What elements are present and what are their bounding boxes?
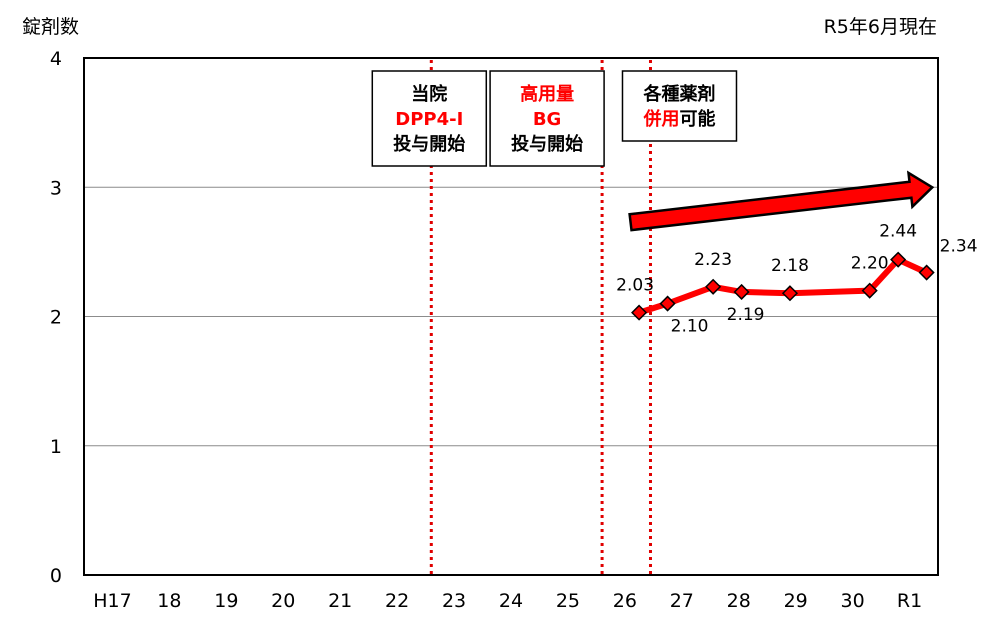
y-tick-label: 0 [50,565,62,587]
x-tick-label: H17 [93,590,131,612]
data-label: 2.44 [879,222,917,242]
x-tick-label: 18 [157,590,181,612]
annotation-frame [371,70,488,167]
y-tick-label: 4 [50,48,62,70]
data-point-marker [705,278,722,295]
x-tick-label: 28 [727,590,751,612]
annotation-text: 高用量 [520,83,574,105]
data-point-marker [890,251,907,268]
x-tick-label: 29 [784,590,808,612]
x-axis-ticks: H17 18 19 20 21 22 23 24 25 26 27 28 29 30 R1 [93,590,922,612]
series-line [638,256,928,316]
annotation-box-2: 高用量 BG 投与開始 [489,70,605,167]
annotation-line: 投与開始 [511,133,583,155]
annotation-text: BG [533,109,562,130]
data-label: 2.10 [671,317,709,337]
annotation-box-1: 当院 DPP4-I 投与開始 [371,70,488,167]
data-point-marker [631,304,648,321]
annotation-line: 当院 [411,83,447,105]
annotation-text: 併用 [642,108,679,130]
gridlines [84,186,938,447]
x-tick-label: 26 [613,590,637,612]
x-tick-label: 27 [670,590,694,612]
data-point-marker [733,283,750,301]
x-tick-label: R1 [897,590,922,612]
y-axis-ticks: 0 1 2 3 4 [50,48,62,587]
annotation-line: 各種薬剤 [642,83,715,105]
annotation-frame [489,70,605,167]
x-tick-label: 30 [841,590,865,612]
trend-arrow [628,170,935,232]
x-tick-label: 19 [214,590,238,612]
x-tick-label: 20 [271,590,295,612]
annotation-text: 各種薬剤 [642,83,715,105]
annotation-text: 当院 [411,83,447,105]
annotation-frame [621,70,738,142]
trend-arrow-shape [628,170,935,232]
x-tick-label: 25 [556,590,580,612]
data-label: 2.19 [727,305,765,325]
data-label: 2.20 [851,254,889,274]
y-axis-title: 錠剤数 [22,16,79,38]
x-tick-label: 22 [385,590,409,612]
annotation-text: DPP4-I [395,109,463,130]
x-tick-label: 24 [499,590,523,612]
annotation-line: 投与開始 [393,133,465,155]
plot-area-frame [83,57,939,576]
x-tick-label: 21 [328,590,352,612]
data-label: 2.18 [771,256,809,276]
as-of-date-label: R5年6月現在 [824,16,937,38]
data-label: 2.03 [616,276,654,296]
data-point-marker [659,295,676,312]
annotation-text: 投与開始 [511,133,583,155]
y-tick-label: 3 [50,177,62,199]
data-point-marker [861,282,878,299]
annotation-line: 併用可能 [642,108,715,130]
data-label: 2.34 [940,237,978,257]
annotation-text: 可能 [679,108,715,130]
y-tick-label: 1 [50,436,62,458]
series-red: 2.03 2.10 2.23 2.19 2.18 2.20 2.44 2.34 [616,222,977,337]
x-tick-label: 23 [442,590,466,612]
annotation-line: DPP4-I [395,109,463,130]
annotation-line: BG [533,109,562,130]
data-point-marker [781,285,799,302]
annotation-line: 高用量 [520,83,574,105]
annotation-text: 投与開始 [393,133,465,155]
data-point-marker [918,264,935,281]
y-tick-label: 2 [50,307,62,329]
data-label: 2.23 [694,250,732,270]
